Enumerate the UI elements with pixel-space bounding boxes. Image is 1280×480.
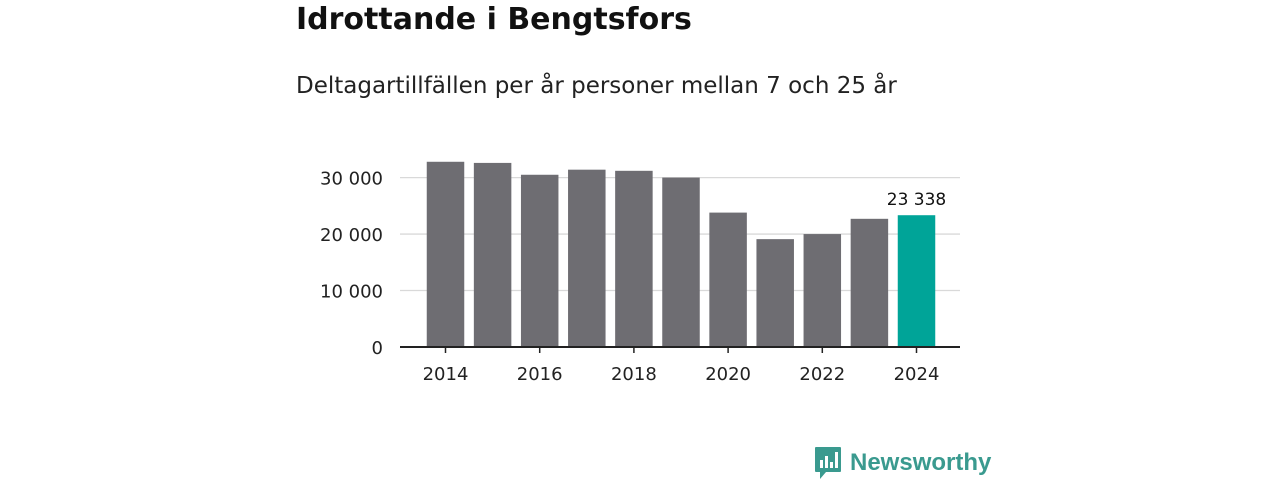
chart-title: Idrottande i Bengtsfors: [296, 2, 692, 37]
x-tick-label: 2016: [517, 364, 563, 385]
brand-logo: Newsworthy: [814, 446, 991, 480]
bar: [803, 234, 842, 347]
x-tick-label: 2024: [894, 364, 940, 385]
bar: [615, 170, 653, 347]
y-tick-label: 10 000: [320, 282, 383, 303]
bar: [520, 174, 559, 347]
bar-chart: 0 10 000 20 000 30 000 2014 2016 2018 2020 2022 2…: [320, 161, 960, 385]
bar: [662, 177, 700, 347]
bar: [568, 169, 606, 347]
bar: [426, 161, 465, 347]
x-tick-label: 2014: [423, 364, 469, 385]
chart-subtitle: Deltagartillfällen per år personer mella…: [296, 73, 897, 99]
bar: [709, 212, 747, 347]
newsworthy-logo-icon: [815, 447, 841, 479]
brand-name: Newsworthy: [850, 449, 992, 476]
data-label: 23 338: [887, 190, 946, 210]
y-tick-label: 0: [372, 338, 383, 359]
bar: [897, 215, 936, 347]
bar: [850, 218, 889, 347]
y-tick-label: 30 000: [320, 169, 383, 190]
x-tick-label: 2022: [799, 364, 845, 385]
y-tick-label: 20 000: [320, 225, 383, 246]
x-tick-label: 2018: [611, 364, 657, 385]
bar: [473, 162, 512, 347]
bar: [756, 239, 794, 347]
x-tick-label: 2020: [705, 364, 751, 385]
